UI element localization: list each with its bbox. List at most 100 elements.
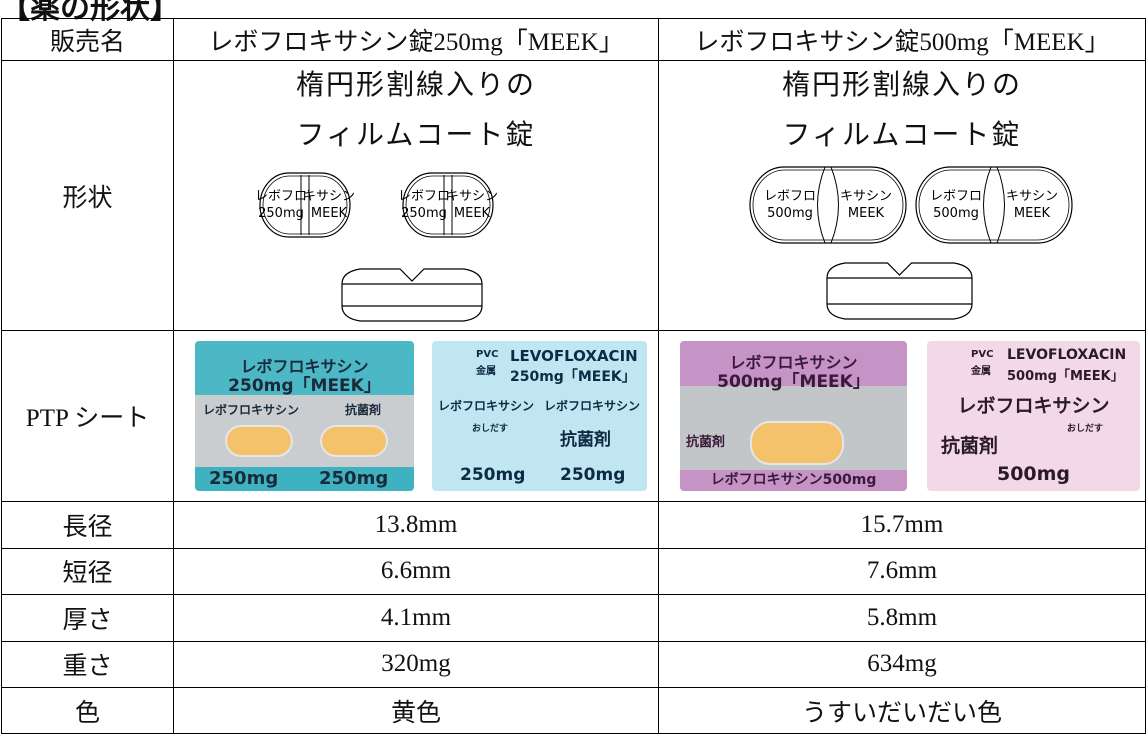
ptp-text: LEVOFLOXACIN [1007,347,1127,363]
spec-value: 15.7mm [658,501,1146,549]
blister-tablet [320,425,388,457]
tablet-inner [405,175,491,235]
engraving-text: 500mg [933,206,979,221]
ptp-text: 250mg「MEEK」 [510,369,636,385]
row-label: 重さ [1,640,174,688]
ptp-text: レボフロキサシン500mg [710,472,877,488]
ptp-cell: レボフロキサシン 500mg「MEEK」 抗菌剤 レボフロキサシン500mg PVC 金属… [658,330,1146,502]
ptp-text: レボフロキサシン [203,403,300,417]
ptp-text: レボフロキサシン [240,357,369,376]
spec-row: 厚さ 4.1mm 5.8mm [1,594,1146,642]
ptp-text: PVC [476,349,499,360]
spec-row: 色黄色 うすいだいだい色 [1,687,1146,734]
header-cell: レボフロキサシン錠500mg「MEEK」 [658,18,1146,61]
ptp-text: PVC [971,349,994,360]
engraving-text: レボフロ [764,189,816,204]
spec-value: 4.1mm [173,594,659,642]
header-cell: 販売名 [1,18,174,61]
engraving-text: MEEK [311,206,348,221]
tablet-outline [749,166,907,244]
engraving-text: レボフロ [398,189,450,204]
ptp-sheet-back: PVC 金属 LEVOFLOXACIN 250mg「MEEK」レボフロキサシン レボフロ… [432,341,647,491]
tablet-inner [918,169,1070,241]
ptp-text: 抗菌剤 [686,435,726,450]
ptp-cell: レボフロキサシン 250mg「MEEK」 レボフロキサシン 抗菌剤 250mg 250mg… [173,330,659,502]
ptp-text: 抗菌剤 [941,435,999,457]
spec-value: 320mg [173,640,659,688]
ptp-text: 250mg「MEEK」 [228,376,381,396]
ptp-sheet-back: PVC 金属 LEVOFLOXACIN 500mg「MEEK」レボフロキサシン抗菌剤 お… [927,341,1140,491]
engraving-text: キサシン [303,189,355,204]
row-label: 長径 [1,501,174,549]
tablet-inner [752,169,904,241]
ptp-text: レボフロキサシン [544,399,641,413]
shape-description: フィルムコート錠 [296,120,536,151]
score-line [817,166,839,244]
engraving-text: キサシン [840,189,892,204]
spec-value: 6.6mm [173,547,659,595]
ptp-row: PTP シート レボフロキサシン 250mg「MEEK」 レボフロキサシン 抗菌剤 250… [1,330,1146,502]
header-row: 販売名 レボフロキサシン錠250mg「MEEK」 レボフロキサシン錠500mg「ME… [1,18,1146,61]
shape-cell: 楕円形割線入りの フィルムコート錠レボフロ 250mg キサシン MEEK レボフロ 250… [173,60,659,331]
blister-tablet [750,421,844,465]
tablet-inner [262,175,348,235]
ptp-text: おしだす [1067,424,1104,434]
ptp-text: レボフロキサシン [957,395,1110,417]
tablet-outline [259,172,351,238]
row-label: 厚さ [1,594,174,642]
ptp-box: レボフロキサシン 250mg「MEEK」 レボフロキサシン 抗菌剤 250mg 250mg… [175,332,658,501]
tablet-drawing: レボフロ 500mg キサシン MEEK レボフロ 500mg キサシン MEEK [749,166,1073,320]
tablet-side-view [341,268,483,322]
ptp-text: 250mg [209,468,279,489]
shape-cell: 楕円形割線入りの フィルムコート錠レボフロ 500mg キサシン MEEK レボフロ 500… [658,60,1146,331]
tablet-side-view [826,262,973,320]
row-label: PTP シート [1,330,174,502]
engraving-text: 250mg [401,206,447,221]
ptp-text: 金属 [971,366,991,377]
score-line [983,166,1005,244]
engraving-text: 500mg [767,206,813,221]
spec-row: 短径 6.6mm 7.6mm [1,547,1146,595]
shape-description: フィルムコート錠 [782,120,1022,151]
header-cell: レボフロキサシン錠250mg「MEEK」 [173,18,659,61]
ptp-text: レボフロキサシン [729,353,858,372]
ptp-text: おしだす [472,424,509,434]
ptp-text: LEVOFLOXACIN [510,347,638,365]
engraving-text: MEEK [454,206,491,221]
tablet-outline [915,166,1073,244]
ptp-text: 500mg「MEEK」 [1007,369,1124,384]
ptp-text: 抗菌剤 [560,430,611,450]
score-line [443,175,453,235]
ptp-text: 抗菌剤 [345,403,382,417]
engraving-text: MEEK [1014,206,1051,221]
shape-description: 楕円形割線入りの [781,70,1022,101]
ptp-sheet-front: レボフロキサシン 250mg「MEEK」 レボフロキサシン 抗菌剤 250mg 250mg [195,341,414,491]
ptp-text: レボフロキサシン [438,399,535,413]
ptp-text: 500mg [996,463,1071,485]
ptp-text: 250mg [560,465,626,485]
tablet-outline [402,172,494,238]
row-label: 色 [1,687,174,734]
engraving-text: レボフロ [255,189,307,204]
shape-row: 形状 楕円形割線入りの フィルムコート錠 レボフロ 250mg キサシン MEEK レボフロ 2… [1,60,1146,331]
spec-value: うすいだいだい色 [658,687,1146,734]
row-label: 短径 [1,547,174,595]
engraving-text: レボフロ [930,189,982,204]
spec-row: 長径 13.8mm 15.7mm [1,501,1146,549]
spec-value: 5.8mm [658,594,1146,642]
spec-value: 黄色 [173,687,659,734]
blister-tablet [225,425,293,457]
spec-value: 634mg [658,640,1146,688]
tablet-table: 販売名 レボフロキサシン錠250mg「MEEK」 レボフロキサシン錠500mg「ME… [1,18,1146,734]
ptp-text: 250mg [319,468,389,489]
ptp-sheet-front: レボフロキサシン 500mg「MEEK」抗菌剤レボフロキサシン500mg [680,341,907,491]
ptp-text: 250mg [460,465,526,485]
spec-value: 13.8mm [173,501,659,549]
shape-description: 楕円形割線入りの [295,70,536,101]
ptp-text: 500mg「MEEK」 [717,372,870,392]
engraving-text: 250mg [258,206,304,221]
ptp-text: 金属 [476,366,496,377]
spec-row: 重さ 320mg 634mg [1,640,1146,688]
engraving-text: キサシン [1006,189,1058,204]
